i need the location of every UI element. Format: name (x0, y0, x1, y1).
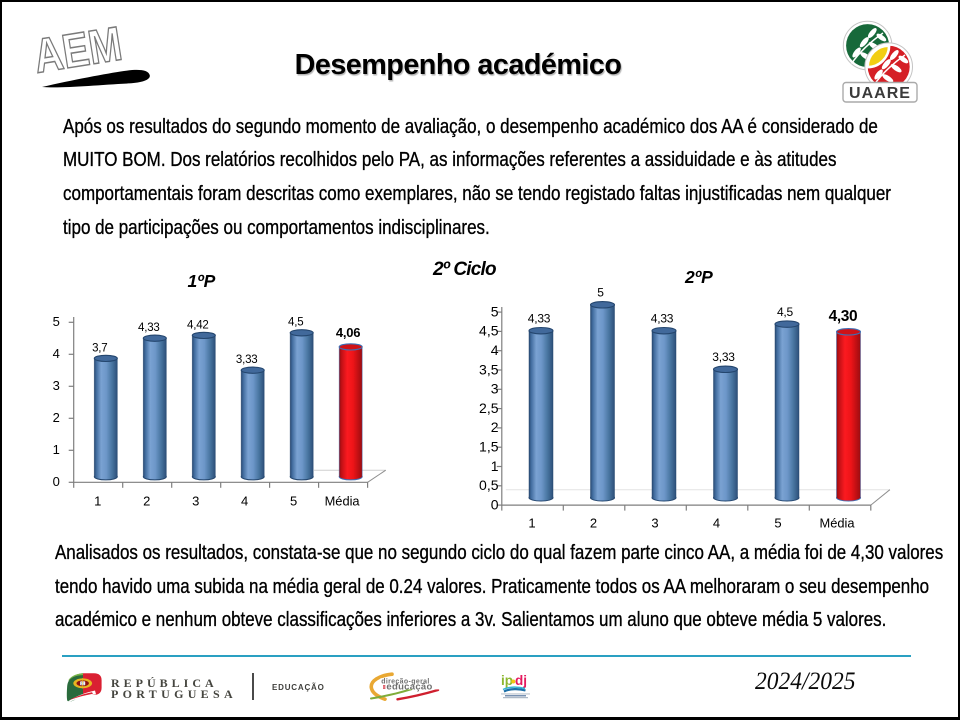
svg-text:3,33: 3,33 (712, 350, 735, 364)
svg-text:4,33: 4,33 (138, 322, 160, 334)
svg-text:3,33: 3,33 (236, 354, 258, 366)
svg-text:4: 4 (491, 342, 499, 358)
svg-text:ip: ip (501, 673, 513, 688)
svg-text:4: 4 (53, 346, 60, 361)
svg-text:1: 1 (528, 516, 535, 531)
svg-text:3,5: 3,5 (479, 361, 499, 377)
svg-text:dj: dj (515, 673, 527, 688)
svg-text:UAARE: UAARE (849, 85, 911, 102)
svg-text:5: 5 (774, 516, 781, 531)
svg-text:2: 2 (53, 410, 60, 425)
svg-text:3: 3 (491, 381, 499, 397)
svg-text:2: 2 (143, 494, 150, 509)
svg-text:4: 4 (713, 516, 720, 531)
svg-text:0,5: 0,5 (479, 477, 499, 493)
svg-text:4,5: 4,5 (777, 305, 794, 319)
svg-text:0: 0 (53, 474, 60, 489)
svg-text:1: 1 (491, 458, 499, 474)
svg-text:3: 3 (651, 516, 658, 531)
svg-text:0: 0 (491, 496, 499, 512)
svg-text:5: 5 (597, 286, 604, 300)
svg-text:5: 5 (290, 494, 297, 509)
svg-text:AEM: AEM (30, 18, 125, 84)
svg-text:educação: educação (386, 682, 432, 693)
svg-text:4,30: 4,30 (829, 308, 858, 325)
svg-text:direção-geral: direção-geral (381, 679, 430, 686)
svg-text:5: 5 (491, 303, 499, 319)
svg-text:3: 3 (192, 494, 199, 509)
svg-text:1: 1 (94, 494, 101, 509)
svg-text:1,5: 1,5 (479, 439, 499, 455)
svg-text:Média: Média (820, 516, 856, 531)
svg-text:4,33: 4,33 (528, 312, 551, 326)
svg-text:4,42: 4,42 (187, 319, 209, 331)
svg-text:4,5: 4,5 (288, 317, 303, 329)
svg-text:1: 1 (53, 442, 60, 457)
svg-text:3: 3 (53, 378, 60, 393)
svg-text:4,5: 4,5 (479, 323, 499, 339)
svg-text:2,5: 2,5 (479, 400, 499, 416)
svg-text:2: 2 (491, 419, 499, 435)
svg-text:4,06: 4,06 (336, 325, 361, 340)
svg-text:3,7: 3,7 (92, 342, 107, 354)
svg-text:Média: Média (325, 494, 361, 509)
svg-text:2: 2 (590, 516, 597, 531)
svg-text:4,33: 4,33 (651, 312, 674, 326)
svg-text:4: 4 (241, 494, 248, 509)
svg-text:5: 5 (53, 314, 60, 329)
